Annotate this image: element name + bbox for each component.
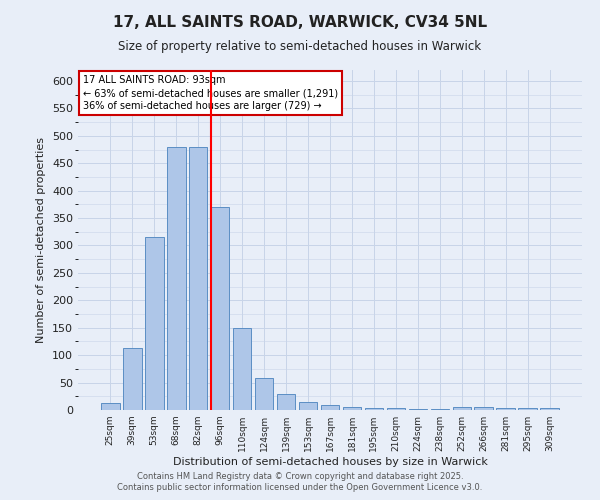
Bar [145,236,164,410]
Bar [320,404,340,410]
Bar [167,147,185,410]
Bar [365,408,383,410]
Bar [123,348,142,410]
Bar [277,394,295,410]
Text: 17 ALL SAINTS ROAD: 93sqm
← 63% of semi-detached houses are smaller (1,291)
36% : 17 ALL SAINTS ROAD: 93sqm ← 63% of semi-… [83,75,338,112]
Bar [211,207,229,410]
Bar [496,408,515,410]
Bar [541,408,559,410]
Y-axis label: Number of semi-detached properties: Number of semi-detached properties [37,137,46,343]
Text: 17, ALL SAINTS ROAD, WARWICK, CV34 5NL: 17, ALL SAINTS ROAD, WARWICK, CV34 5NL [113,15,487,30]
Bar [233,328,251,410]
Text: Contains HM Land Registry data © Crown copyright and database right 2025.
Contai: Contains HM Land Registry data © Crown c… [118,472,482,492]
Bar [299,402,317,410]
Bar [518,408,537,410]
Bar [452,406,471,410]
Bar [101,403,119,410]
Bar [386,408,405,410]
Bar [189,147,208,410]
Bar [475,408,493,410]
Bar [343,408,361,410]
X-axis label: Distribution of semi-detached houses by size in Warwick: Distribution of semi-detached houses by … [173,457,487,467]
Bar [255,378,274,410]
Text: Size of property relative to semi-detached houses in Warwick: Size of property relative to semi-detach… [118,40,482,53]
